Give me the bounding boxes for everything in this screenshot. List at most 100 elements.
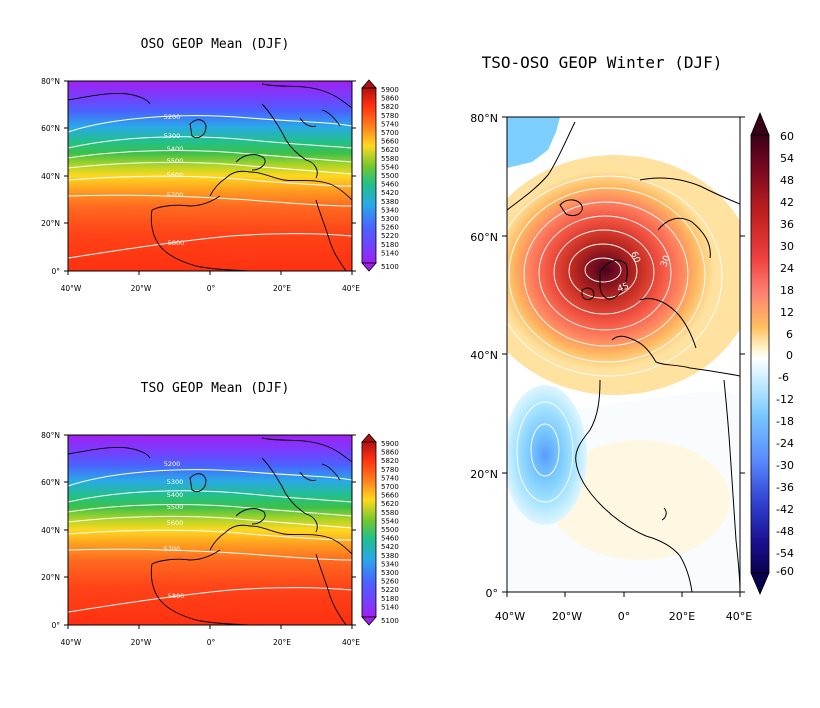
colorbar-label: 5860	[381, 95, 399, 103]
colorbar-label: 5540	[381, 517, 399, 525]
contour-label: 5500	[167, 157, 184, 165]
colorbar-label: -30	[776, 459, 794, 472]
colorbar-label: -42	[776, 503, 794, 516]
lat-labels: 0° 20°N 40°N 60°N 80°N	[41, 77, 60, 276]
contour-label: 5600	[167, 519, 184, 527]
colorbar-label: -6	[778, 371, 789, 384]
colorbar-label: -18	[776, 415, 794, 428]
colorbar-label: 5260	[381, 224, 399, 232]
colorbar-label: 48	[780, 174, 794, 187]
contour-label: 5700	[167, 191, 184, 199]
contour-5200	[68, 115, 352, 133]
colorbar-labels: 5900 5860 5820 5780 5740 5700 5660 5620 …	[381, 440, 399, 625]
panel-tso-mean: TSO GEOP Mean (DJF)	[41, 381, 399, 647]
colorbar-label: 54	[780, 152, 794, 165]
colorbar-label: 5380	[381, 198, 399, 206]
colorbar-label: -60	[776, 565, 794, 578]
colorbar-label: 5660	[381, 492, 399, 500]
contour-labels: 60 45 30	[616, 250, 673, 295]
colorbar: 5900 5860 5820 5780 5740 5700 5660 5620 …	[361, 79, 399, 272]
colorbar-label: 5180	[381, 241, 399, 249]
lat-label: 20°N	[41, 573, 60, 582]
colorbar-labels: 60 54 48 42 36 30 24 18 12 6 0 -6 -12 -1…	[776, 130, 794, 578]
colorbar-label: 12	[780, 306, 794, 319]
lat-label: 60°N	[41, 124, 60, 133]
contour-label: 30	[659, 254, 672, 268]
contour-5800	[68, 233, 352, 259]
colorbar-label: 5580	[381, 155, 399, 163]
colorbar-label: 5220	[381, 232, 399, 240]
contour-label: 5300	[164, 132, 181, 140]
negative-anomaly-top-left	[507, 117, 560, 168]
colorbar-label: 6	[786, 328, 793, 341]
contour-5400	[68, 504, 352, 517]
colorbar-label: 18	[780, 284, 794, 297]
lat-ticks	[64, 80, 356, 275]
colorbar-labels: 5900 5860 5820 5780 5740 5700 5660 5620 …	[381, 86, 399, 271]
lat-label: 20°N	[470, 468, 498, 481]
lon-label: 20°W	[131, 284, 152, 293]
contour-lines	[507, 175, 723, 503]
contour-label: 5700	[164, 545, 181, 553]
colorbar-label: 60	[780, 130, 794, 143]
contour-label: 60	[628, 250, 641, 264]
colorbar-label: 5100	[381, 263, 399, 271]
colorbar-label: 5700	[381, 483, 399, 491]
lon-label: 20°W	[552, 610, 582, 623]
colorbar-label: 24	[780, 262, 794, 275]
lon-label: 40°E	[342, 284, 360, 293]
panel-title: OSO GEOP Mean (DJF)	[141, 37, 290, 52]
coastlines	[68, 437, 352, 625]
lon-label: 20°E	[273, 284, 291, 293]
contour-label: 5300	[167, 478, 184, 486]
colorbar: 5900 5860 5820 5780 5740 5700 5660 5620 …	[361, 433, 399, 626]
lon-labels: 40°W 20°W 0° 20°E 40°E	[495, 610, 752, 623]
lon-label: 0°	[207, 284, 216, 293]
lon-label: 40°E	[726, 610, 752, 623]
colorbar-label: 0	[786, 349, 793, 362]
lat-label: 80°N	[41, 77, 60, 86]
geopotential-field	[68, 81, 352, 271]
contour-label: 5400	[167, 145, 184, 153]
contour-labels: 5200 5300 5400 5500 5600 5700 5800	[164, 460, 185, 600]
contour-5300	[68, 136, 352, 149]
lon-label: 0°	[618, 610, 631, 623]
colorbar-label: 5300	[381, 215, 399, 223]
contour-label: 5400	[167, 491, 184, 499]
colorbar-label: 5420	[381, 189, 399, 197]
colorbar-label: 5180	[381, 595, 399, 603]
colorbar-label: 5140	[381, 249, 399, 257]
colorbar-label: 5420	[381, 543, 399, 551]
contour-5800	[68, 587, 352, 613]
lat-label: 40°N	[41, 526, 60, 535]
lat-label: 60°N	[41, 478, 60, 487]
lat-label: 60°N	[470, 231, 498, 244]
colorbar-label: 42	[780, 196, 794, 209]
colorbar-label: 5780	[381, 466, 399, 474]
colorbar-label: 5140	[381, 603, 399, 611]
contour-label: 5200	[164, 113, 181, 121]
coastlines	[68, 83, 352, 271]
colorbar-label: 5100	[381, 617, 399, 625]
lat-label: 0°	[51, 267, 60, 276]
colorbar-label: -12	[776, 393, 794, 406]
contour-label: 5800	[168, 592, 185, 600]
colorbar-label: -54	[776, 547, 794, 560]
panel-oso-mean: OSO GEOP Mean (DJF)	[41, 37, 399, 293]
colorbar-label: 5340	[381, 206, 399, 214]
colorbar-label: 5900	[381, 86, 399, 94]
colorbar-label: 5300	[381, 569, 399, 577]
contour-label: 5500	[167, 503, 184, 511]
lat-label: 40°N	[470, 349, 498, 362]
lon-label: 0°	[207, 638, 216, 647]
contour-5700	[68, 548, 352, 561]
contour-5500	[68, 161, 352, 175]
colorbar-label: 5500	[381, 172, 399, 180]
contour-label: 5200	[164, 460, 181, 468]
lat-label: 80°N	[41, 431, 60, 440]
colorbar-label: 5740	[381, 474, 399, 482]
colorbar-label: 5820	[381, 457, 399, 465]
lon-label: 40°W	[61, 284, 82, 293]
colorbar-label: 5580	[381, 509, 399, 517]
